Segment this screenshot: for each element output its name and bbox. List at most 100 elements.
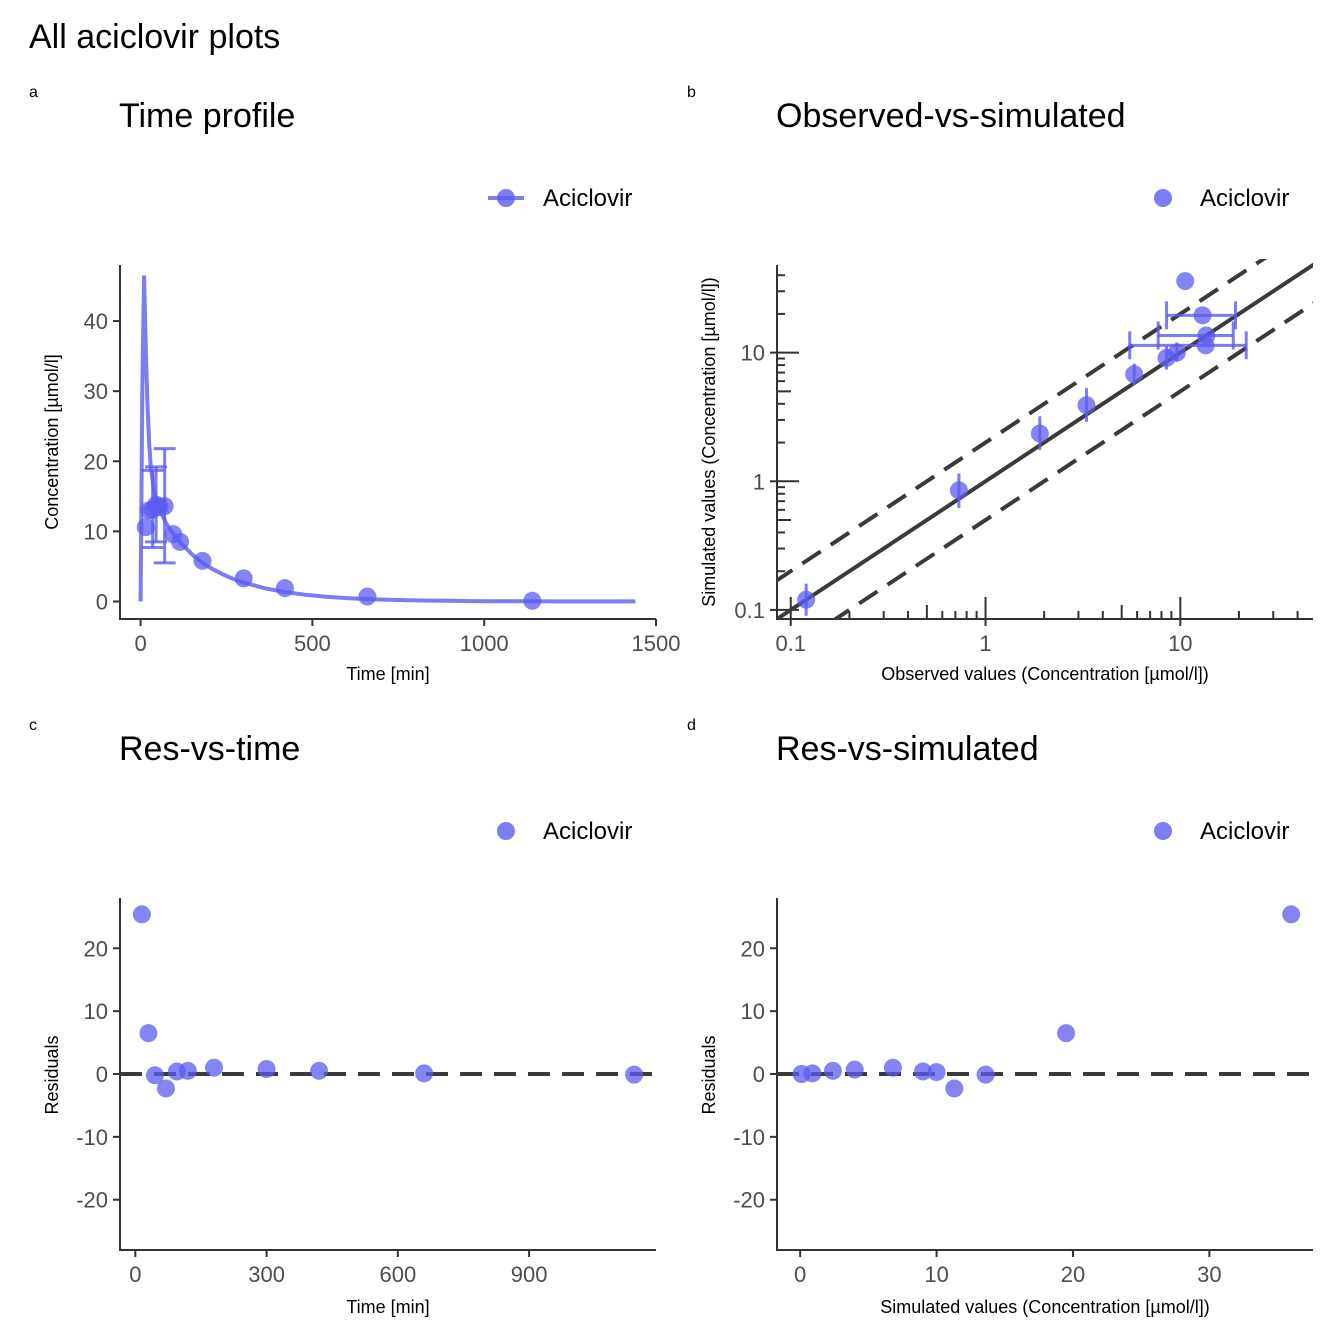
data-point-c bbox=[205, 1058, 224, 1077]
data-point-d bbox=[883, 1058, 902, 1077]
legend-key-point-b bbox=[1154, 189, 1172, 207]
y-tick-label-a: 20 bbox=[84, 449, 108, 474]
x-tick-label-d: 10 bbox=[924, 1262, 948, 1287]
data-point-a bbox=[136, 518, 155, 537]
y-tick-label-d: 0 bbox=[753, 1062, 765, 1087]
y-tick-label-d: -10 bbox=[733, 1125, 765, 1150]
data-point-d bbox=[976, 1065, 995, 1084]
data-point-a bbox=[234, 569, 253, 588]
y-tick-label-a: 10 bbox=[84, 519, 108, 544]
y-tick-label-d: 20 bbox=[741, 936, 765, 961]
panel-res-vs-simulated: d Res-vs-simulated Aciclovir 0 10 20 30 -20 -… bbox=[687, 717, 1313, 1317]
y-tick-label-d: 10 bbox=[741, 999, 765, 1024]
data-point-a bbox=[523, 591, 542, 610]
data-point-c bbox=[625, 1065, 644, 1084]
data-point-b bbox=[1077, 396, 1096, 415]
plot-content-c bbox=[120, 905, 656, 1098]
y-tick-label-d: -20 bbox=[733, 1188, 765, 1213]
data-point-b bbox=[949, 481, 968, 500]
data-point-b bbox=[1167, 343, 1186, 362]
data-point-b bbox=[1197, 326, 1216, 345]
panel-title-a: Time profile bbox=[119, 97, 295, 135]
fold-line-b bbox=[832, 301, 1313, 619]
y-axis-title-d: Residuals bbox=[699, 1035, 719, 1114]
y-axis-title-b: Simulated values (Concentration [µmol/l]… bbox=[699, 277, 719, 607]
panel-tag-c: c bbox=[29, 717, 37, 734]
data-point-c bbox=[257, 1059, 276, 1078]
x-tick-label-a: 500 bbox=[294, 631, 331, 656]
y-tick-label-c: 0 bbox=[96, 1062, 108, 1087]
data-point-a bbox=[193, 551, 212, 570]
legend-label-d: Aciclovir bbox=[1200, 818, 1289, 845]
panel-title-c: Res-vs-time bbox=[119, 730, 300, 768]
x-axis-title-c: Time [min] bbox=[346, 1297, 429, 1317]
y-tick-label-c: -20 bbox=[76, 1188, 108, 1213]
plot-area-a: 0 500 1000 1500 0 10 20 30 40 bbox=[84, 265, 681, 656]
data-point-c bbox=[310, 1061, 329, 1080]
panel-title-d: Res-vs-simulated bbox=[776, 730, 1039, 768]
x-tick-label-d: 30 bbox=[1197, 1262, 1221, 1287]
y-axis-title-c: Residuals bbox=[42, 1035, 62, 1114]
legend-label-b: Aciclovir bbox=[1200, 185, 1289, 212]
x-tick-label-d: 20 bbox=[1061, 1262, 1085, 1287]
x-tick-label-b: 1 bbox=[979, 631, 991, 656]
y-tick-label-a: 0 bbox=[96, 589, 108, 614]
legend-label-c: Aciclovir bbox=[543, 818, 632, 845]
data-point-d bbox=[845, 1060, 864, 1079]
panel-title-b: Observed-vs-simulated bbox=[776, 97, 1126, 135]
x-tick-label-a: 0 bbox=[134, 631, 146, 656]
y-tick-label-a: 30 bbox=[84, 379, 108, 404]
data-point-d bbox=[927, 1063, 946, 1082]
x-tick-label-c: 300 bbox=[248, 1262, 285, 1287]
data-point-d bbox=[823, 1061, 842, 1080]
panel-res-vs-time: c Res-vs-time Aciclovir 0 300 600 900 -20 -10… bbox=[29, 717, 656, 1317]
legend-key-point-c bbox=[497, 822, 515, 840]
plot-area-c: 0 300 600 900 -20 -10 0 10 20 bbox=[76, 898, 656, 1287]
plot-area-d: 0 10 20 30 -20 -10 0 10 20 bbox=[733, 898, 1313, 1287]
data-point-b bbox=[1125, 365, 1144, 384]
x-tick-label-c: 0 bbox=[129, 1262, 141, 1287]
panel-observed-vs-simulated: b Observed-vs-simulated Aciclovir 0.1 1 10… bbox=[687, 84, 1313, 684]
x-tick-label-a: 1500 bbox=[632, 631, 681, 656]
simulated-line-a bbox=[138, 275, 636, 604]
plot-content-a bbox=[136, 275, 636, 610]
data-point-a bbox=[171, 532, 190, 551]
data-point-d bbox=[945, 1079, 964, 1098]
data-point-a bbox=[275, 579, 294, 598]
data-point-a bbox=[358, 587, 377, 606]
data-point-c bbox=[178, 1061, 197, 1080]
x-tick-label-b: 0.1 bbox=[775, 631, 806, 656]
data-point-d bbox=[913, 1062, 932, 1081]
panel-tag-b: b bbox=[687, 84, 696, 101]
y-tick-label-a: 40 bbox=[84, 309, 108, 334]
y-tick-label-b: 10 bbox=[741, 341, 765, 366]
x-axis-title-b: Observed values (Concentration [µmol/l]) bbox=[881, 664, 1209, 684]
fold-line-b bbox=[777, 259, 1268, 583]
x-tick-label-d: 0 bbox=[794, 1262, 806, 1287]
data-point-a bbox=[155, 497, 174, 516]
panel-tag-a: a bbox=[29, 84, 38, 101]
plot-content-d bbox=[777, 905, 1313, 1098]
data-point-c bbox=[132, 905, 151, 924]
data-point-c bbox=[415, 1064, 434, 1083]
data-point-d bbox=[803, 1064, 822, 1083]
data-point-d bbox=[1282, 905, 1301, 924]
data-point-b bbox=[1030, 424, 1049, 443]
data-point-b bbox=[1176, 272, 1195, 291]
x-tick-label-b: 10 bbox=[1168, 631, 1192, 656]
data-point-b bbox=[1193, 306, 1212, 325]
x-tick-label-c: 900 bbox=[511, 1262, 548, 1287]
x-axis-title-d: Simulated values (Concentration [µmol/l]… bbox=[880, 1297, 1210, 1317]
x-tick-label-a: 1000 bbox=[460, 631, 509, 656]
y-axis-title-a: Concentration [µmol/l] bbox=[42, 354, 62, 529]
data-point-d bbox=[1057, 1024, 1076, 1043]
x-tick-label-c: 600 bbox=[379, 1262, 416, 1287]
x-axis-title-a: Time [min] bbox=[346, 664, 429, 684]
y-tick-label-b: 0.1 bbox=[734, 598, 765, 623]
figure-title: All aciclovir plots bbox=[29, 18, 280, 56]
data-point-b bbox=[797, 590, 816, 609]
plot-content-b bbox=[777, 259, 1313, 619]
y-tick-label-c: 20 bbox=[84, 936, 108, 961]
y-tick-label-b: 1 bbox=[753, 469, 765, 494]
